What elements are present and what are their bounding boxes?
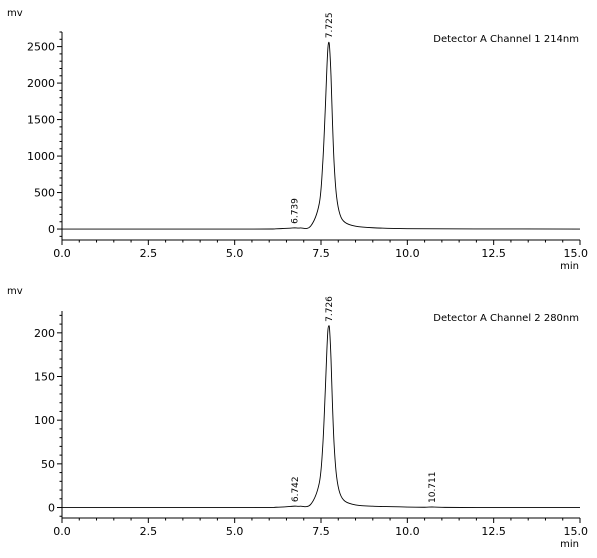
- peak-label: 7.726: [325, 296, 335, 322]
- chromatogram-trace-1: [61, 325, 581, 508]
- chart-title: Detector A Channel 1 214nm: [433, 34, 579, 45]
- x-tick-label: 15.0: [564, 247, 589, 260]
- x-tick-label: 2.5: [140, 525, 158, 538]
- x-tick-label: 12.5: [481, 525, 506, 538]
- chart-panel-2: mv 0 50 100 150 200 0.0 2.5 5.0 7.5 10.0 12.5 15.0mi…: [7, 286, 588, 550]
- y-tick-label: 0: [48, 502, 55, 515]
- y-tick-label: 2500: [27, 41, 55, 54]
- x-tick-label: 0.0: [53, 525, 71, 538]
- x-tick-label: 10.0: [395, 525, 420, 538]
- y-axis-unit-label: mv: [7, 286, 23, 297]
- y-tick-label: 50: [41, 458, 55, 471]
- chart-title: Detector A Channel 2 280nm: [433, 313, 579, 324]
- y-tick-label: 1000: [27, 150, 55, 163]
- y-tick-label: 200: [34, 327, 55, 340]
- x-tick-label: 7.5: [312, 525, 330, 538]
- y-tick-label: 0: [48, 223, 55, 236]
- peak-label: 10.711: [428, 471, 438, 503]
- y-tick-label: 2000: [27, 77, 55, 90]
- x-axis-unit-label: min: [560, 539, 579, 550]
- y-axis-unit-label: mv: [7, 8, 23, 19]
- x-tick-label: 5.0: [226, 525, 244, 538]
- y-tick-label: 150: [34, 371, 55, 384]
- x-tick-label: 15.0: [564, 525, 589, 538]
- chromatogram-trace-1: [61, 41, 581, 230]
- peak-label: 6.742: [291, 476, 301, 502]
- peak-label: 7.725: [325, 12, 335, 38]
- y-tick-label: 500: [34, 187, 55, 200]
- y-tick-label: 1500: [27, 114, 55, 127]
- x-tick-label: 2.5: [140, 247, 158, 260]
- x-tick-label: 7.5: [312, 247, 330, 260]
- x-axis-unit-label: min: [560, 261, 579, 272]
- x-tick-label: 5.0: [226, 247, 244, 260]
- x-tick-label: 10.0: [395, 247, 420, 260]
- x-tick-label: 12.5: [481, 247, 506, 260]
- y-tick-label: 100: [34, 414, 55, 427]
- peak-label: 6.739: [291, 198, 301, 224]
- chart-panel-1: mv 0 500 1000 1500 2000 2500 0.0 2.5 5.0 7.5 10.0 12…: [7, 8, 588, 272]
- x-tick-label: 0.0: [53, 247, 71, 260]
